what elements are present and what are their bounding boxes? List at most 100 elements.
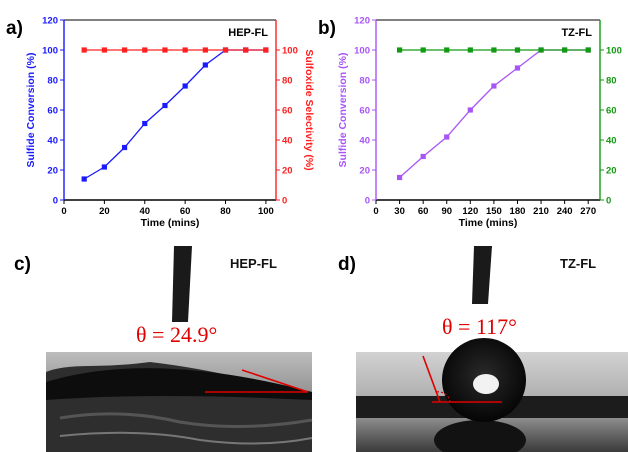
x-tick-label: 90 xyxy=(441,206,452,217)
data-point-right xyxy=(420,47,426,53)
contact-angle-photo-hep-fl: θ = 24.9° HEP-FL xyxy=(46,246,313,452)
x-tick-label: 0 xyxy=(61,206,66,217)
data-point-right xyxy=(263,47,269,53)
data-point-right xyxy=(396,47,403,53)
x-tick-label: 20 xyxy=(99,206,110,217)
panel-label-b: b) xyxy=(318,18,336,39)
contact-angle-photo-tz-fl: θ = 117° TZ-FL xyxy=(356,246,628,452)
x-tick-label: 240 xyxy=(557,206,573,217)
right-y-tick-label: 20 xyxy=(606,166,617,177)
data-point-right xyxy=(182,47,188,53)
x-tick-label: 180 xyxy=(510,206,526,217)
data-point-right xyxy=(202,47,208,53)
x-tick-label: 270 xyxy=(580,206,596,217)
data-point-left xyxy=(420,153,426,160)
tangent-line-c xyxy=(241,369,309,393)
data-point-right xyxy=(538,47,544,53)
right-y-tick-label: 100 xyxy=(606,46,622,57)
right-y-tick-label: 80 xyxy=(282,76,293,87)
x-tick-label: 30 xyxy=(394,206,405,217)
needle-c xyxy=(172,246,192,322)
data-point-left xyxy=(182,83,188,89)
x-tick-label: 60 xyxy=(418,206,429,217)
data-point-right xyxy=(142,47,148,53)
x-tick-label: 100 xyxy=(258,206,274,217)
left-y-tick-label: 100 xyxy=(354,46,370,57)
left-y-tick-label: 60 xyxy=(359,106,370,117)
data-point-right xyxy=(585,47,591,53)
chart-title: TZ-FL xyxy=(561,27,592,39)
x-tick-label: 40 xyxy=(139,206,150,217)
x-tick-label: 0 xyxy=(373,206,378,217)
data-point-right xyxy=(514,47,521,53)
panel-label-d: d) xyxy=(338,254,356,275)
needle-d xyxy=(472,246,492,304)
data-point-right xyxy=(222,47,229,53)
series-line-left xyxy=(83,49,266,180)
sample-label-d: TZ-FL xyxy=(560,256,596,271)
right-y-tick-label: 100 xyxy=(282,46,298,57)
x-tick-label: 150 xyxy=(486,206,502,217)
data-point-right xyxy=(101,47,107,53)
x-tick-label: 210 xyxy=(533,206,549,217)
data-point-left xyxy=(514,65,521,71)
data-point-right xyxy=(467,47,473,53)
left-y-axis-label: Sulfide Conversion (%) xyxy=(337,53,349,168)
data-point-right xyxy=(562,47,568,53)
droplet-highlight-d xyxy=(473,374,499,394)
contact-angle-tz-fl: θ = 117° xyxy=(442,314,517,339)
right-y-tick-label: 0 xyxy=(282,196,287,207)
x-axis-label: Time (mins) xyxy=(459,217,518,229)
left-y-tick-label: 120 xyxy=(42,16,58,27)
left-y-tick-label: 20 xyxy=(359,166,370,177)
data-point-right xyxy=(491,47,497,53)
contact-angle-hep-fl: θ = 24.9° xyxy=(136,322,217,347)
left-y-tick-label: 60 xyxy=(47,106,58,117)
left-y-tick-label: 100 xyxy=(42,46,58,57)
data-point-left xyxy=(162,102,168,109)
photo-c-reflection-2 xyxy=(59,431,313,445)
data-point-left xyxy=(396,174,403,181)
left-y-tick-label: 0 xyxy=(365,196,370,207)
angle-arc-d xyxy=(435,391,451,403)
data-point-left xyxy=(467,107,473,113)
data-point-right xyxy=(444,47,450,53)
x-axis-label: Time (mins) xyxy=(141,217,200,229)
left-y-tick-label: 20 xyxy=(47,166,58,177)
photo-c-reflection xyxy=(59,412,313,429)
panel-label-c: c) xyxy=(14,254,31,275)
right-y-tick-label: 60 xyxy=(606,106,617,117)
right-y-tick-label: 80 xyxy=(606,76,617,87)
tangent-line-d xyxy=(422,355,441,403)
right-y-tick-label: 0 xyxy=(606,196,611,207)
data-point-left xyxy=(121,144,128,151)
left-y-tick-label: 40 xyxy=(359,136,370,147)
chart-b: 0 30 60 90 120 150 180 210 240 270 0 20 40 60 80 100 120… xyxy=(337,16,628,230)
data-point-left xyxy=(142,120,148,127)
left-y-tick-label: 80 xyxy=(47,76,58,87)
droplet-reflection-d xyxy=(434,420,526,452)
data-point-left xyxy=(491,83,497,89)
right-y-tick-label: 20 xyxy=(282,166,293,177)
data-point-right xyxy=(121,47,128,53)
data-point-left xyxy=(101,164,107,170)
panel-label-a: a) xyxy=(6,18,23,39)
data-point-left xyxy=(202,62,208,68)
right-y-tick-label: 40 xyxy=(282,136,293,147)
left-y-tick-label: 40 xyxy=(47,136,58,147)
left-y-axis-label: Sulfide Conversion (%) xyxy=(25,53,37,168)
data-point-right xyxy=(162,47,168,53)
data-point-left xyxy=(81,176,87,182)
chart-a: 0 20 40 60 80 100 0 20 40 60 80 100 120 0 20 40 60 80 100 T… xyxy=(25,16,315,230)
data-point-right xyxy=(81,47,87,53)
left-y-tick-label: 0 xyxy=(53,196,58,207)
data-point-right xyxy=(243,47,249,53)
right-y-tick-label: 60 xyxy=(282,106,293,117)
chart-title: HEP-FL xyxy=(228,27,268,39)
right-y-axis-label: Sulfoxide Selectivity (%) xyxy=(303,49,315,170)
x-tick-label: 60 xyxy=(180,206,191,217)
series-line-left xyxy=(399,49,589,178)
right-y-tick-label: 40 xyxy=(606,136,617,147)
sample-label-c: HEP-FL xyxy=(230,256,277,271)
